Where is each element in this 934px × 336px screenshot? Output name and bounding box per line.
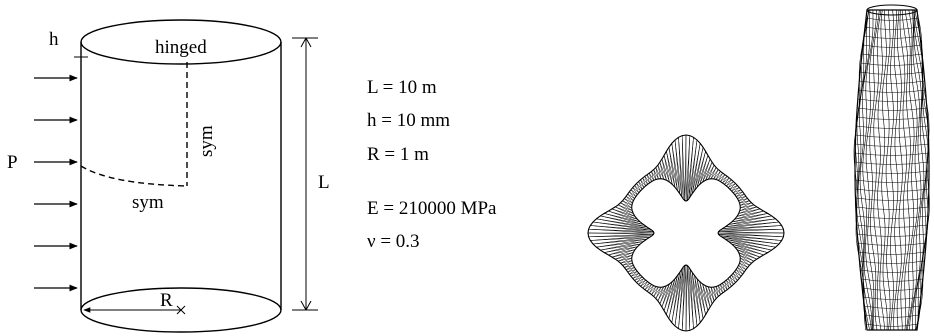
length-arrow-top-a bbox=[300, 37, 307, 48]
param-youngs-modulus: E = 210000 MPa bbox=[367, 198, 497, 219]
length-arrow-bottom-b bbox=[305, 300, 312, 311]
side-vertical-lines bbox=[853, 9, 930, 331]
param-radius: R = 1 m bbox=[367, 144, 429, 165]
param-length: L = 10 m bbox=[367, 77, 437, 98]
cylinder-schematic bbox=[74, 19, 318, 333]
deformed-top-view-mesh bbox=[587, 134, 785, 332]
pressure-label: P bbox=[7, 152, 18, 173]
parameter-list: L = 10 m h = 10 mm R = 1 m E = 210000 MP… bbox=[367, 77, 497, 252]
thickness-label: h bbox=[49, 29, 59, 50]
pressure-arrows bbox=[34, 74, 78, 292]
length-arrow-top-b bbox=[305, 37, 312, 48]
deformed-side-view-mesh bbox=[853, 4, 930, 331]
symmetry-vertical-label: sym bbox=[196, 125, 217, 157]
symmetry-line-horizontal bbox=[80, 165, 188, 187]
mesh-radial-lines bbox=[587, 134, 785, 332]
length-label: L bbox=[318, 172, 330, 193]
top-boundary-label: hinged bbox=[155, 37, 207, 58]
symmetry-horizontal-label: sym bbox=[132, 192, 164, 213]
radius-center-mark-b bbox=[176, 305, 186, 315]
side-horizontal-lines bbox=[854, 17, 930, 327]
cylinder-bottom-ellipse bbox=[80, 287, 282, 333]
side-top-rim bbox=[866, 4, 918, 16]
length-arrow-bottom-a bbox=[300, 300, 307, 311]
param-thickness: h = 10 mm bbox=[367, 110, 450, 131]
param-poisson-ratio: ν = 0.3 bbox=[367, 231, 420, 252]
radius-label: R bbox=[160, 290, 173, 311]
